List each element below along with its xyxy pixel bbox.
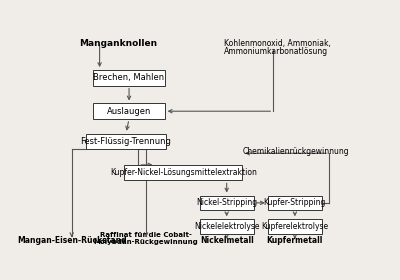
Text: Auslaugen: Auslaugen (107, 107, 151, 116)
Text: Nickelmetall: Nickelmetall (200, 236, 254, 245)
Text: Nickel-Stripping: Nickel-Stripping (196, 198, 257, 207)
Text: Mangan-Eisen-Rückstand: Mangan-Eisen-Rückstand (17, 236, 126, 245)
Text: Chemikalienrückgewinnung: Chemikalienrückgewinnung (242, 147, 349, 156)
Text: Nickelelektrolyse: Nickelelektrolyse (194, 222, 260, 231)
FancyBboxPatch shape (124, 165, 242, 180)
FancyBboxPatch shape (268, 219, 322, 234)
Text: Raffinat für die Cobalt-
Molybdän-Rückgewinnung: Raffinat für die Cobalt- Molybdän-Rückge… (94, 232, 198, 245)
Text: Ammoniumkarbonatlösung: Ammoniumkarbonatlösung (224, 46, 328, 55)
Text: Kupfermetall: Kupfermetall (267, 236, 323, 245)
FancyBboxPatch shape (94, 70, 165, 86)
FancyBboxPatch shape (94, 103, 165, 119)
FancyBboxPatch shape (268, 195, 322, 210)
Text: Kohlenmonoxid, Ammoniak,: Kohlenmonoxid, Ammoniak, (224, 39, 330, 48)
Text: Kupfer-Stripping: Kupfer-Stripping (264, 198, 326, 207)
FancyBboxPatch shape (200, 219, 254, 234)
Text: Fest-Flüssig-Trennung: Fest-Flüssig-Trennung (80, 137, 171, 146)
Text: Kupferelektrolyse: Kupferelektrolyse (261, 222, 328, 231)
FancyBboxPatch shape (200, 195, 254, 210)
Text: Brechen, Mahlen: Brechen, Mahlen (94, 73, 165, 82)
Text: Kupfer-Nickel-Lösungsmittelextraktion: Kupfer-Nickel-Lösungsmittelextraktion (110, 168, 257, 177)
Text: Manganknollen: Manganknollen (80, 39, 158, 48)
FancyBboxPatch shape (86, 134, 166, 149)
